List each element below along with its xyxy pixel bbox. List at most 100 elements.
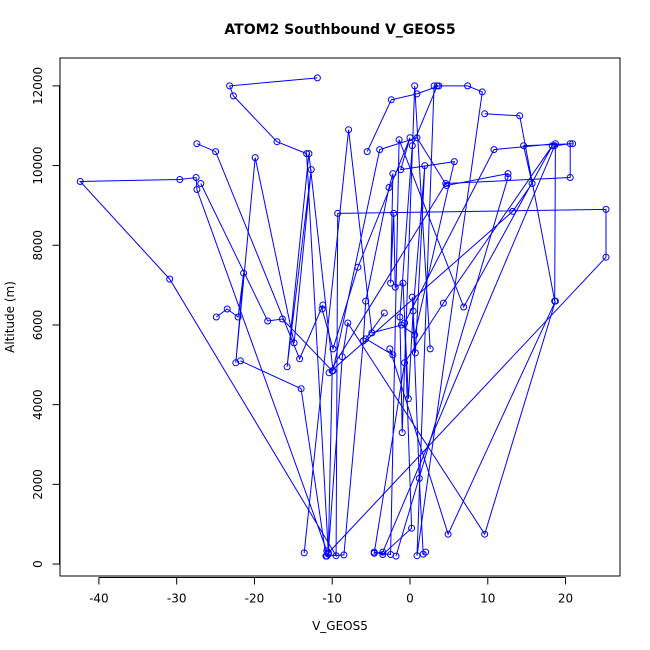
data-point	[413, 552, 421, 560]
data-point	[551, 142, 559, 150]
data-point	[303, 150, 311, 158]
chart-title: ATOM2 Southbound V_GEOS5	[224, 22, 455, 38]
plot-frame	[59, 57, 621, 577]
data-point	[334, 209, 342, 217]
data-point	[566, 140, 574, 148]
data-point	[387, 279, 395, 287]
data-point	[313, 74, 321, 82]
data-point	[478, 88, 486, 96]
data-point	[176, 176, 184, 183]
data-point	[481, 530, 489, 538]
data-point	[408, 142, 416, 150]
y-axis-label: Altitude (m)	[3, 281, 17, 353]
data-point	[362, 335, 370, 343]
y-tick-label: 6000	[31, 310, 45, 341]
data-point	[566, 174, 574, 181]
data-point	[409, 307, 417, 315]
data-point	[401, 359, 409, 367]
data-point	[307, 166, 315, 174]
data-point	[223, 305, 231, 313]
data-point	[504, 170, 512, 178]
data-point	[166, 275, 174, 283]
data-point	[509, 207, 517, 215]
data-point	[528, 180, 536, 187]
x-tick-label: -30	[167, 592, 187, 606]
data-point	[283, 363, 291, 371]
x-axis-label: V_GEOS5	[312, 619, 368, 633]
data-point	[264, 317, 272, 325]
data-point	[520, 142, 528, 150]
data-point	[390, 209, 398, 217]
series-line	[196, 129, 455, 553]
data-point	[439, 299, 447, 307]
data-point	[430, 82, 438, 90]
x-tick-label: -40	[89, 592, 109, 606]
data-point	[344, 319, 352, 327]
data-point	[460, 303, 468, 311]
y-tick-label: 12000	[31, 67, 45, 105]
y-tick-label: 10000	[31, 146, 45, 184]
data-point	[345, 126, 353, 134]
data-point	[273, 138, 281, 146]
data-point	[411, 82, 419, 90]
data-point	[602, 205, 610, 213]
x-tick-label: 10	[480, 592, 495, 606]
data-point	[395, 136, 403, 144]
data-point	[401, 319, 409, 327]
data-point	[192, 174, 200, 181]
x-tick-label: 20	[558, 592, 573, 606]
data-point	[251, 154, 259, 162]
data-point	[324, 549, 332, 557]
data-point	[193, 140, 201, 148]
data-point	[290, 339, 298, 347]
x-tick-label: 0	[406, 592, 414, 606]
data-point	[391, 283, 399, 291]
data-point	[376, 146, 384, 154]
data-point	[387, 96, 395, 104]
data-point	[240, 269, 248, 277]
data-point	[481, 110, 489, 118]
data-point	[234, 313, 242, 321]
data-point	[296, 355, 304, 363]
series-line	[366, 85, 483, 556]
data-point	[464, 82, 472, 90]
data-point	[338, 353, 346, 361]
data-point	[318, 305, 326, 313]
data-point	[340, 551, 348, 559]
data-point	[379, 551, 387, 558]
data-point	[444, 530, 452, 538]
data-point	[305, 150, 313, 158]
series-line	[216, 137, 509, 557]
data-point	[421, 162, 429, 170]
data-point	[516, 112, 524, 120]
data-point	[370, 549, 378, 557]
data-point	[212, 313, 220, 321]
data-point	[226, 82, 234, 90]
data-point	[212, 148, 220, 156]
data-point	[490, 146, 498, 154]
y-axis: 0 2000 4000 6000 8000 10000 12000	[31, 67, 60, 568]
data-point	[278, 315, 286, 323]
y-tick-label: 8000	[31, 230, 45, 261]
data-point	[396, 313, 404, 321]
y-tick-label: 2000	[31, 469, 45, 500]
data-point	[602, 253, 610, 261]
y-tick-label: 0	[31, 560, 45, 568]
data-point	[387, 551, 395, 558]
plot-area	[76, 74, 610, 560]
data-point	[408, 524, 416, 532]
data-point	[229, 92, 237, 100]
data-point	[297, 385, 305, 393]
data-point	[385, 184, 393, 191]
x-tick-label: -20	[245, 592, 265, 606]
data-point	[411, 349, 419, 357]
data-point	[551, 297, 559, 305]
y-tick-label: 4000	[31, 389, 45, 420]
data-point	[450, 158, 458, 166]
data-point	[389, 351, 397, 359]
data-point	[362, 297, 370, 305]
data-point	[433, 82, 441, 90]
data-point	[380, 309, 388, 317]
data-point	[548, 142, 556, 150]
